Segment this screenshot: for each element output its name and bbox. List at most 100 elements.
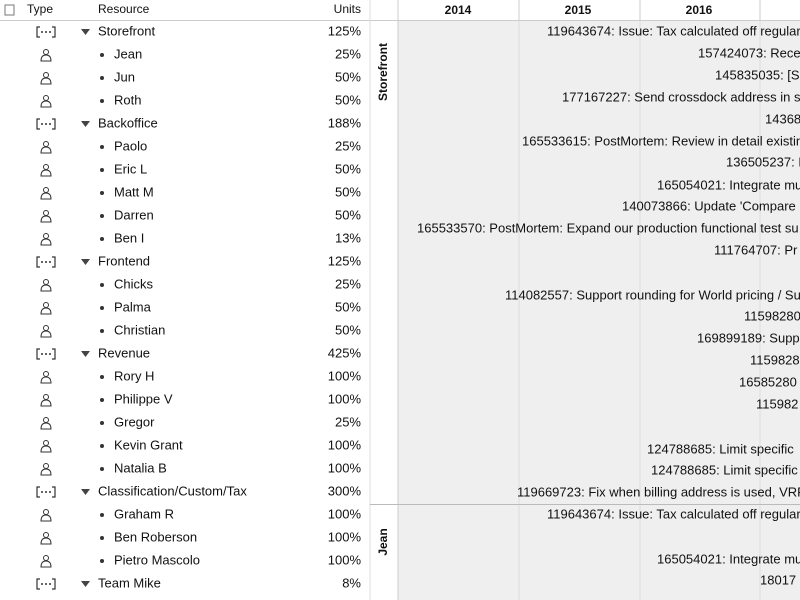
person-icon-body	[40, 192, 52, 200]
task-label[interactable]: 140073866: Update 'Compare	[622, 198, 796, 213]
group-icon-dot	[49, 583, 51, 585]
task-label[interactable]: 114082557: Support rounding for World pr…	[505, 287, 800, 302]
bullet	[100, 536, 104, 540]
bullet	[100, 237, 104, 241]
person-icon-body	[40, 77, 52, 85]
column-header[interactable]: Resource	[98, 2, 150, 16]
units: 100%	[328, 529, 362, 544]
bullet	[100, 283, 104, 287]
person-icon-body	[40, 445, 52, 453]
resource-row[interactable]: Ben Roberson 100%	[40, 529, 362, 545]
task-label[interactable]: 124788685: Limit specific	[647, 441, 794, 456]
task-label[interactable]: 169899189: Supp	[697, 330, 800, 345]
resource-row[interactable]: Revenue 425%	[36, 345, 361, 360]
resource-row[interactable]: Pietro Mascolo 100%	[40, 552, 361, 568]
resource-row[interactable]: Eric L 50%	[40, 161, 361, 177]
person-name: Roth	[114, 92, 141, 107]
person-icon-body	[40, 399, 52, 407]
resource-row[interactable]: Jean 25%	[40, 46, 361, 62]
group-icon-dot	[45, 31, 47, 33]
disclosure-triangle	[81, 581, 90, 587]
task-label[interactable]: 177167227: Send crossdock address in s	[562, 89, 800, 104]
group-name: Classification/Custom/Tax	[98, 483, 247, 498]
resource-row[interactable]: Palma 50%	[40, 299, 361, 315]
resource-row[interactable]: Jun 50%	[40, 69, 361, 85]
group-icon-dot	[45, 491, 47, 493]
units: 300%	[328, 483, 362, 498]
person-name: Palma	[114, 299, 152, 314]
disclosure-triangle	[81, 29, 90, 35]
resource-row[interactable]: Gregor 25%	[40, 414, 361, 430]
person-icon-head	[43, 532, 49, 538]
resource-row[interactable]: Philippe V 100%	[40, 391, 362, 407]
person-icon-head	[43, 555, 49, 561]
person-icon-head	[43, 95, 49, 101]
column-header[interactable]: Units	[334, 2, 361, 16]
units: 13%	[335, 230, 361, 245]
person-icon-body	[40, 146, 52, 154]
person-name: Ben Roberson	[114, 529, 197, 544]
units: 8%	[342, 575, 361, 590]
year-label: 2015	[565, 3, 592, 17]
task-label[interactable]: 11598280	[744, 308, 800, 323]
resource-row[interactable]: Storefront 125%	[36, 23, 361, 38]
task-label[interactable]: 119643674: Issue: Tax calculated off reg…	[547, 506, 800, 521]
task-label[interactable]: 136505237: I	[726, 154, 800, 169]
resource-row[interactable]: Natalia B 100%	[40, 460, 361, 476]
resource-row[interactable]: Frontend 125%	[36, 253, 361, 268]
person-icon-body	[40, 537, 52, 545]
resource-row[interactable]: Classification/Custom/Tax 300%	[36, 483, 362, 498]
person-name: Philippe V	[114, 391, 173, 406]
column-header[interactable]: Type	[27, 2, 53, 16]
task-label[interactable]: 16585280	[739, 374, 797, 389]
person-icon-body	[40, 238, 52, 246]
person-icon-body	[40, 307, 52, 315]
resource-row[interactable]: Roth 50%	[40, 92, 361, 108]
resource-row[interactable]: Team Mike 8%	[36, 575, 361, 590]
gantt-background	[398, 21, 800, 600]
year-label: 2014	[445, 3, 472, 17]
task-label[interactable]: 18017	[760, 572, 796, 587]
resource-row[interactable]: Christian 50%	[40, 322, 361, 338]
task-label[interactable]: 165533570: PostMortem: Expand our produc…	[417, 220, 799, 235]
task-label[interactable]: 145835035: [S	[715, 67, 800, 82]
resource-row[interactable]: Darren 50%	[40, 207, 361, 223]
units: 25%	[335, 414, 361, 429]
person-icon-head	[43, 187, 49, 193]
task-label[interactable]: 111764707: Pr	[714, 242, 798, 257]
person-icon-body	[40, 514, 52, 522]
resource-row[interactable]: Graham R 100%	[40, 506, 361, 522]
resource-row[interactable]: Paolo 25%	[40, 138, 361, 154]
person-icon-head	[43, 417, 49, 423]
task-label[interactable]: 124788685: Limit specific	[651, 462, 798, 477]
units: 100%	[328, 391, 362, 406]
group-icon-dot	[49, 261, 51, 263]
bullet	[100, 559, 104, 563]
task-label[interactable]: 1159828	[750, 352, 800, 367]
resource-row[interactable]: Rory H 100%	[40, 368, 362, 384]
person-icon-head	[43, 509, 49, 515]
section-label: Jean	[376, 528, 390, 555]
person-name: Rory H	[114, 368, 154, 383]
task-label[interactable]: 119669723: Fix when billing address is u…	[517, 484, 800, 499]
person-icon-head	[43, 371, 49, 377]
group-icon-dot	[49, 31, 51, 33]
task-label[interactable]: 157424073: Rece	[698, 45, 800, 60]
bullet	[100, 398, 104, 402]
resource-row[interactable]: Backoffice 188%	[36, 115, 361, 130]
resource-row[interactable]: Chicks 25%	[40, 276, 361, 292]
resource-row[interactable]: Ben I 13%	[40, 230, 361, 246]
group-icon	[36, 118, 56, 130]
resource-row[interactable]: Matt M 50%	[40, 184, 361, 200]
group-icon-dot	[45, 353, 47, 355]
person-name: Kevin Grant	[114, 437, 183, 452]
task-label[interactable]: 14368	[765, 111, 800, 126]
resource-row[interactable]: Kevin Grant 100%	[40, 437, 361, 453]
task-label[interactable]: 165054021: Integrate mu	[657, 551, 800, 566]
task-label[interactable]: 165054021: Integrate mu	[657, 177, 800, 192]
task-label[interactable]: 119643674: Issue: Tax calculated off reg…	[547, 23, 800, 38]
person-name: Matt M	[114, 184, 154, 199]
task-label[interactable]: 165533615: PostMortem: Review in detail …	[522, 133, 800, 148]
units: 100%	[328, 368, 362, 383]
task-label[interactable]: 115982	[756, 396, 798, 411]
